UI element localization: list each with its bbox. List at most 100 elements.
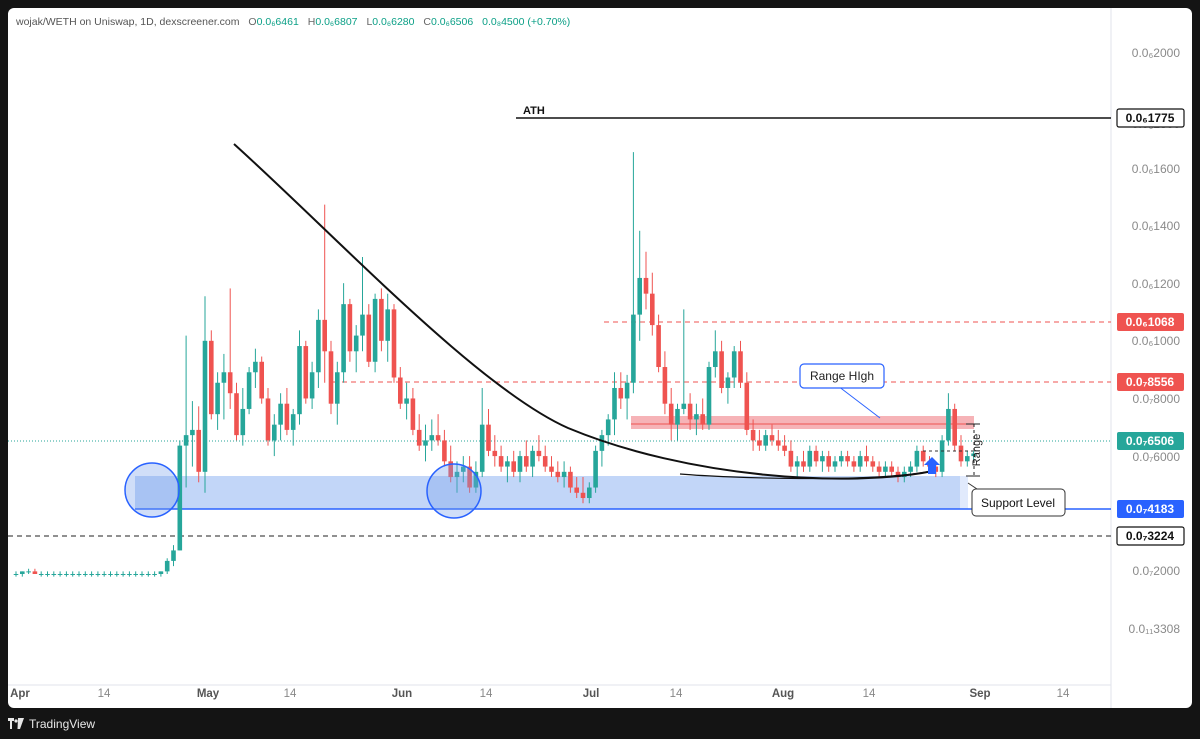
candle-body [593,450,598,488]
candle-body [505,461,510,467]
candle-body [650,293,655,326]
candle-body [89,574,94,575]
candle-body [744,382,750,430]
price-label: 0.0₇6506 [1126,434,1175,448]
price-label-box [1116,526,1185,546]
candle-body [511,461,516,472]
x-tick-label: Aug [772,688,794,700]
x-tick-label: Jun [392,688,412,700]
candle-body [209,340,214,415]
candle-body [498,456,504,467]
candle-body [259,361,264,399]
candle-body [372,298,378,362]
candle-body [492,450,498,457]
candle-body [839,456,844,462]
candle-body [227,372,233,394]
candle-body [253,361,258,373]
candle-body [265,398,271,441]
x-tick-label: 14 [863,688,876,700]
candle-body [410,398,416,430]
candle-body [26,571,31,573]
candle-body [139,574,145,575]
candle-body [404,398,409,404]
candle-body [95,574,101,575]
candle-body [813,450,819,462]
candle-body [713,351,718,368]
price-label-box [1117,373,1184,391]
range-high-zone [631,416,974,429]
candle-body [889,466,894,472]
up-arrow-icon [924,457,940,474]
price-label: 0.0₇4183 [1126,502,1175,516]
candle-body [832,461,838,467]
candle-body [45,574,50,575]
price-label-box [1117,432,1184,450]
candle-body [416,429,422,446]
chart-panel[interactable]: 0.0₆20000.0₆18000.0₆16000.0₆14000.0₆1200… [8,8,1192,708]
x-tick-label: 14 [670,688,683,700]
y-tick-label: 0.0₆1000 [1132,334,1181,348]
candle-body [618,387,624,399]
candle-body [895,471,901,478]
candle-body [303,346,309,399]
candle-body [920,450,926,462]
price-label: 0.0₇8556 [1126,375,1175,389]
candle-body [536,450,542,457]
candle-body [612,387,617,420]
candle-body [146,574,151,575]
candle-body [467,466,472,488]
candle-body [70,574,75,575]
candle-body [826,456,831,467]
price-label-box [1116,108,1185,128]
candle-body [328,351,334,404]
candle-body [643,277,649,294]
candle-body [13,574,19,575]
candle-body [158,571,164,574]
candle-body [958,445,964,462]
candle-body [807,450,813,467]
candle-body [687,403,693,420]
change-value: 0.0₈4500 (+0.70%) [482,16,571,28]
candle-body [725,377,731,388]
candle-body [353,335,359,352]
candle-body [479,424,485,472]
candle-body [694,414,699,420]
candle-body [183,435,189,446]
support-retest-circle-2 [426,463,482,519]
high-label: H [307,16,316,28]
candle-body [769,435,775,441]
price-label: 0.0₆1068 [1126,315,1175,329]
candle-body [309,372,315,399]
candle-body [870,461,876,467]
candle-body [763,435,768,446]
candle-body [20,571,25,574]
candle-body [561,471,567,478]
candle-body [171,550,176,561]
candle-body [423,440,428,446]
candle-body [750,429,756,441]
candle-body [656,325,661,368]
price-chart[interactable]: 0.0₆20000.0₆18000.0₆16000.0₆14000.0₆1200… [8,8,1192,708]
candle-body [580,492,586,499]
range-high-annotation: Range HIgh [810,369,874,383]
candle-body [530,450,535,467]
y-tick-label: 0.0₆1200 [1132,277,1181,291]
candle-body [133,574,138,575]
candle-body [876,466,882,472]
y-tick-label: 0.0₆1600 [1132,162,1181,176]
x-tick-label: May [197,688,220,700]
candle-body [794,461,800,467]
candle-body [448,461,453,478]
candle-body [631,314,636,383]
candle-body [851,461,857,467]
candle-body [316,319,321,373]
candle-body [64,574,69,575]
candle-body [965,456,970,462]
y-tick-label: 0.0₆1400 [1132,219,1181,233]
candle-body [700,414,705,425]
candle-body [542,456,548,467]
candle-body [379,298,384,341]
price-label: 0.0₆1775 [1126,111,1175,125]
candle-body [473,471,479,488]
support-zone [135,476,960,509]
